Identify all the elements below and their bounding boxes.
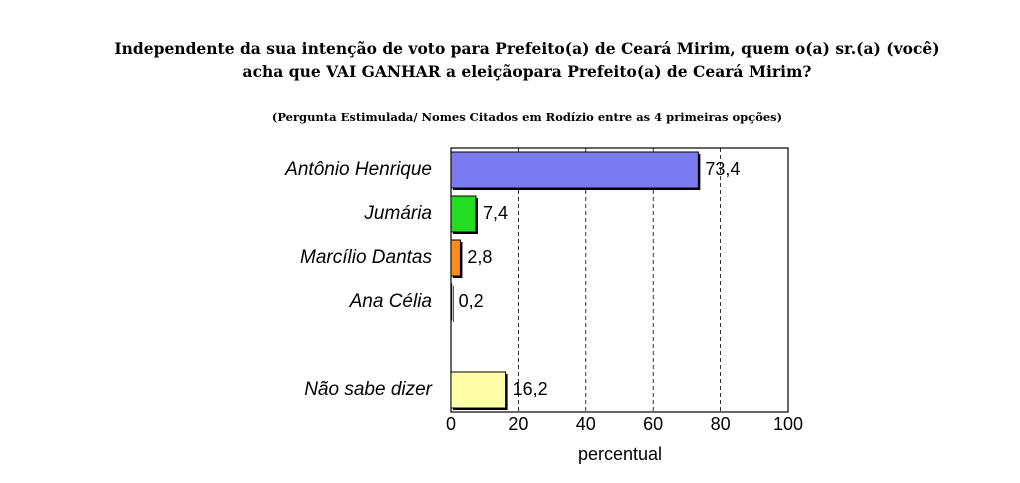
chart-subtitle: (Pergunta Estimulada/ Nomes Citados em R…	[272, 110, 782, 124]
bar	[450, 151, 699, 189]
data-label: 16,2	[513, 379, 548, 399]
data-label: 7,4	[483, 203, 508, 223]
y-tick-label: Marcílio Dantas	[300, 247, 432, 268]
data-label: 2,8	[467, 247, 492, 267]
bar-shadow	[453, 286, 454, 322]
bar	[450, 283, 453, 321]
x-tick-label: 60	[643, 414, 663, 434]
bar	[450, 195, 477, 233]
chart-title: acha que VAI GANHAR a eleiçãopara Prefei…	[243, 62, 812, 81]
data-label: 0,2	[459, 291, 484, 311]
y-tick-label: Ana Célia	[349, 291, 432, 312]
chart-title: Independente da sua intenção de voto par…	[114, 39, 939, 58]
x-tick-label: 20	[508, 414, 528, 434]
x-tick-label: 80	[711, 414, 731, 434]
data-label: 73,4	[705, 159, 740, 179]
y-tick-label: Antônio Henrique	[284, 159, 432, 180]
plot-area	[450, 147, 789, 413]
x-axis-label: percentual	[578, 444, 662, 464]
y-tick-label: Não sabe dizer	[304, 379, 432, 400]
y-tick-label: Jumária	[363, 203, 432, 224]
x-tick-label: 0	[446, 414, 456, 434]
x-tick-label: 100	[773, 414, 803, 434]
x-tick-label: 40	[576, 414, 596, 434]
bar	[450, 371, 507, 409]
bar	[450, 239, 461, 277]
